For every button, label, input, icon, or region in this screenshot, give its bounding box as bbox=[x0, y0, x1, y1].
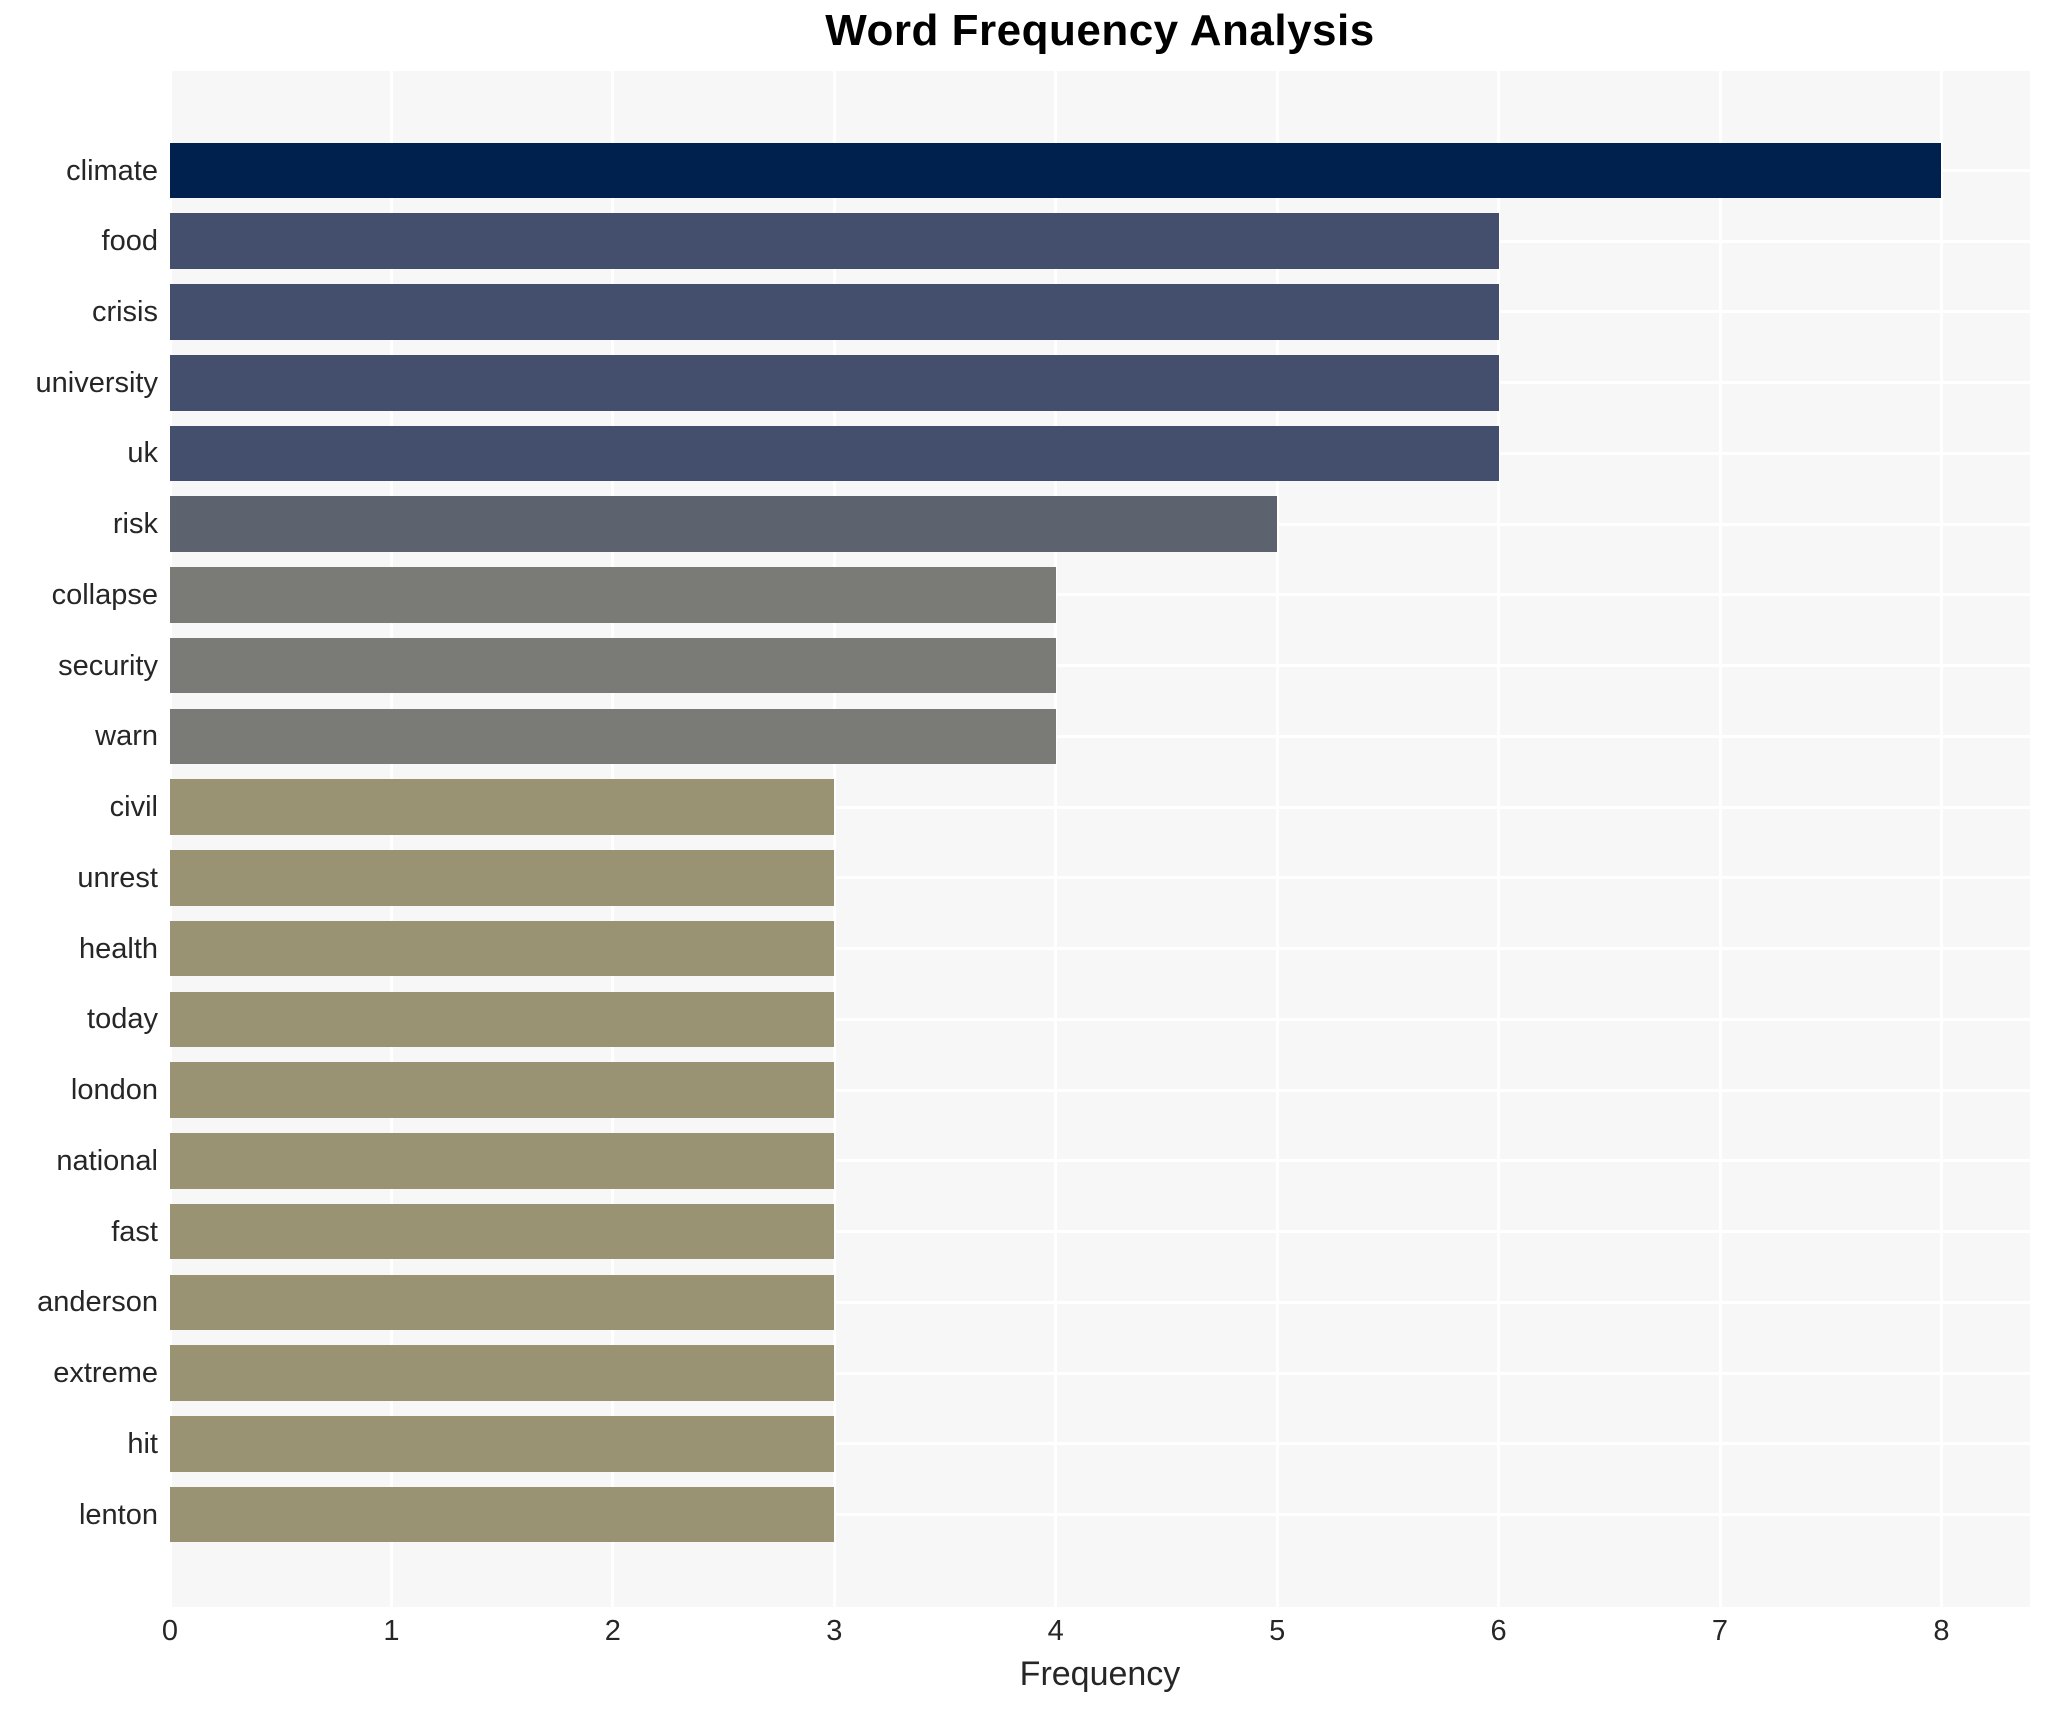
gridline-y-anderson bbox=[170, 1300, 2030, 1304]
bar-today bbox=[170, 991, 835, 1048]
y-tick-label-uk: uk bbox=[127, 437, 158, 470]
gridline-x-2 bbox=[611, 71, 615, 1607]
chart-title: Word Frequency Analysis bbox=[825, 6, 1375, 55]
bar-anderson bbox=[170, 1274, 835, 1331]
gridline-x-0 bbox=[168, 71, 172, 1607]
gridline-x-4 bbox=[1054, 71, 1058, 1607]
gridline-y-hit bbox=[170, 1442, 2030, 1446]
bar-uk bbox=[170, 425, 1499, 482]
bar-london bbox=[170, 1062, 835, 1118]
y-tick-label-anderson: anderson bbox=[37, 1286, 158, 1319]
x-axis-label: Frequency bbox=[1019, 1655, 1181, 1693]
gridline-y-warn bbox=[170, 734, 2030, 738]
y-tick-label-climate: climate bbox=[66, 154, 158, 187]
gridline-y-civil bbox=[170, 805, 2030, 809]
gridline-x-6 bbox=[1497, 71, 1501, 1607]
bar-national bbox=[170, 1133, 835, 1189]
gridline-y-lenton bbox=[170, 1513, 2030, 1517]
bar-fast bbox=[170, 1203, 835, 1260]
gridline-x-8 bbox=[1939, 71, 1943, 1607]
bar-warn bbox=[170, 708, 1056, 765]
x-tick-label-4: 4 bbox=[1047, 1615, 1064, 1647]
bar-crisis bbox=[170, 284, 1499, 340]
x-tick-label-8: 8 bbox=[1933, 1615, 1950, 1647]
y-tick-label-civil: civil bbox=[109, 791, 158, 824]
plot-area bbox=[168, 71, 2030, 1607]
gridline-x-3 bbox=[832, 71, 836, 1607]
y-tick-label-warn: warn bbox=[95, 720, 158, 753]
bar-lenton bbox=[170, 1486, 835, 1543]
bar-civil bbox=[170, 779, 835, 835]
bar-food bbox=[170, 213, 1499, 270]
bar-security bbox=[170, 637, 1056, 694]
x-tick-label-0: 0 bbox=[161, 1615, 179, 1647]
gridline-y-extreme bbox=[170, 1371, 2030, 1375]
y-tick-label-crisis: crisis bbox=[91, 295, 158, 328]
y-tick-label-food: food bbox=[101, 225, 158, 258]
gridline-y-fast bbox=[170, 1230, 2030, 1234]
y-tick-label-hit: hit bbox=[127, 1427, 158, 1460]
y-tick-label-university: university bbox=[35, 366, 159, 399]
bar-extreme bbox=[170, 1345, 835, 1401]
y-tick-label-security: security bbox=[58, 649, 158, 682]
y-tick-label-fast: fast bbox=[111, 1215, 158, 1248]
bar-university bbox=[170, 354, 1499, 411]
bar-climate bbox=[170, 142, 1942, 199]
x-tick-label-6: 6 bbox=[1490, 1615, 1507, 1647]
y-tick-label-london: london bbox=[70, 1074, 158, 1107]
y-tick-label-today: today bbox=[87, 1003, 158, 1036]
bar-risk bbox=[170, 496, 1278, 552]
gridline-y-unrest bbox=[170, 876, 2030, 880]
gridline-y-security bbox=[170, 664, 2030, 668]
gridline-y-today bbox=[170, 1017, 2030, 1021]
y-tick-label-collapse: collapse bbox=[51, 578, 158, 611]
gridline-x-1 bbox=[389, 71, 393, 1607]
gridline-y-health bbox=[170, 947, 2030, 951]
y-tick-label-lenton: lenton bbox=[78, 1498, 158, 1531]
bar-collapse bbox=[170, 567, 1056, 623]
y-tick-label-national: national bbox=[56, 1144, 158, 1177]
gridline-y-london bbox=[170, 1088, 2030, 1092]
x-tick-label-2: 2 bbox=[604, 1615, 621, 1647]
y-tick-label-extreme: extreme bbox=[53, 1357, 158, 1390]
bar-unrest bbox=[170, 850, 835, 906]
x-tick-label-3: 3 bbox=[826, 1615, 843, 1647]
y-tick-label-unrest: unrest bbox=[77, 861, 158, 894]
gridline-y-collapse bbox=[170, 593, 2030, 597]
gridline-y-national bbox=[170, 1159, 2030, 1163]
x-tick-label-5: 5 bbox=[1269, 1615, 1286, 1647]
y-tick-label-health: health bbox=[78, 932, 158, 965]
gridline-x-7 bbox=[1718, 71, 1722, 1607]
x-tick-label-7: 7 bbox=[1711, 1615, 1729, 1647]
x-tick-label-1: 1 bbox=[383, 1615, 400, 1647]
bar-hit bbox=[170, 1416, 835, 1472]
y-tick-label-risk: risk bbox=[112, 508, 158, 541]
gridline-x-5 bbox=[1275, 71, 1279, 1607]
bar-health bbox=[170, 920, 835, 977]
